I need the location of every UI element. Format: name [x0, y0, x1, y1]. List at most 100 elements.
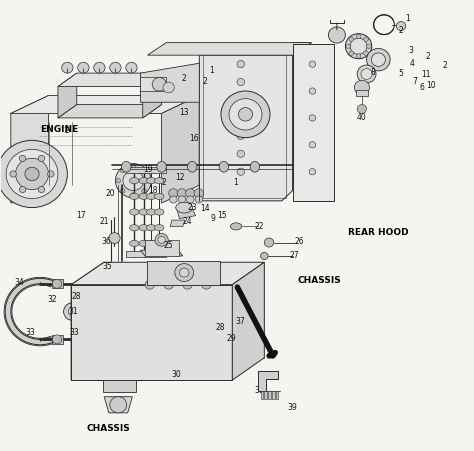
Ellipse shape — [155, 209, 164, 215]
Circle shape — [201, 280, 211, 289]
Circle shape — [38, 155, 45, 161]
Text: 32: 32 — [47, 295, 57, 304]
Polygon shape — [104, 397, 132, 413]
Text: 21: 21 — [100, 217, 109, 226]
Circle shape — [170, 196, 177, 203]
Polygon shape — [5, 278, 52, 345]
Text: 18: 18 — [148, 186, 158, 195]
Circle shape — [19, 155, 26, 161]
Circle shape — [309, 88, 316, 94]
Circle shape — [237, 115, 245, 121]
Text: 5: 5 — [399, 69, 403, 78]
Circle shape — [261, 253, 268, 260]
Polygon shape — [199, 44, 292, 201]
Polygon shape — [58, 105, 162, 118]
Text: 3: 3 — [408, 46, 413, 55]
Text: 11: 11 — [422, 70, 431, 79]
Text: 14: 14 — [200, 204, 210, 213]
Circle shape — [356, 54, 361, 58]
Polygon shape — [199, 43, 311, 55]
Circle shape — [349, 37, 354, 41]
Text: 33: 33 — [26, 328, 36, 337]
Circle shape — [25, 167, 39, 181]
Text: 33: 33 — [70, 328, 79, 337]
Circle shape — [346, 34, 372, 59]
Polygon shape — [143, 73, 162, 118]
Circle shape — [356, 34, 361, 39]
Circle shape — [169, 189, 178, 198]
Bar — [146, 262, 219, 285]
Circle shape — [52, 279, 62, 288]
Text: 1: 1 — [405, 14, 410, 23]
Ellipse shape — [188, 161, 197, 172]
Circle shape — [183, 280, 192, 289]
Polygon shape — [147, 43, 311, 55]
Ellipse shape — [139, 209, 148, 215]
Text: 1: 1 — [209, 66, 213, 75]
Circle shape — [116, 164, 151, 198]
Text: 22: 22 — [255, 222, 264, 231]
Text: 2: 2 — [182, 74, 187, 83]
Circle shape — [64, 303, 82, 321]
Circle shape — [142, 189, 146, 193]
Circle shape — [186, 189, 195, 198]
Circle shape — [357, 105, 366, 114]
Text: REAR HOOD: REAR HOOD — [348, 228, 409, 237]
Text: 6: 6 — [419, 83, 424, 92]
Bar — [145, 240, 179, 256]
Ellipse shape — [78, 62, 89, 73]
Circle shape — [131, 164, 136, 169]
Ellipse shape — [110, 62, 121, 73]
Ellipse shape — [62, 62, 73, 73]
Circle shape — [110, 397, 127, 413]
Text: 2: 2 — [162, 179, 166, 188]
Circle shape — [164, 280, 173, 289]
Circle shape — [264, 238, 274, 247]
Circle shape — [0, 140, 67, 207]
Polygon shape — [58, 73, 77, 118]
Bar — [264, 391, 267, 400]
Ellipse shape — [146, 225, 156, 231]
Text: 17: 17 — [76, 211, 85, 220]
Polygon shape — [11, 96, 199, 114]
Polygon shape — [177, 208, 196, 219]
Text: 2: 2 — [399, 26, 403, 35]
Bar — [126, 252, 166, 257]
Text: 31: 31 — [68, 307, 78, 316]
Ellipse shape — [146, 209, 156, 215]
Text: 36: 36 — [101, 237, 111, 246]
Circle shape — [47, 171, 54, 177]
Ellipse shape — [155, 193, 164, 199]
Text: 10: 10 — [426, 81, 436, 90]
Circle shape — [194, 189, 203, 198]
Circle shape — [6, 149, 58, 198]
Polygon shape — [162, 96, 199, 203]
Circle shape — [155, 234, 168, 246]
Text: 35: 35 — [102, 262, 112, 271]
Bar — [276, 391, 278, 400]
Text: 2: 2 — [426, 51, 430, 60]
Text: 19: 19 — [144, 165, 153, 174]
Circle shape — [195, 196, 202, 203]
Ellipse shape — [126, 62, 137, 73]
Polygon shape — [71, 262, 264, 285]
Circle shape — [16, 158, 48, 189]
Ellipse shape — [129, 209, 139, 215]
Circle shape — [346, 44, 351, 48]
Circle shape — [68, 307, 78, 316]
Text: CHASSIS: CHASSIS — [297, 276, 341, 285]
Circle shape — [350, 38, 367, 54]
Bar — [272, 391, 275, 400]
Circle shape — [237, 78, 245, 86]
Ellipse shape — [94, 62, 105, 73]
Ellipse shape — [129, 178, 139, 184]
Bar — [203, 47, 285, 198]
Ellipse shape — [230, 223, 242, 230]
Bar — [126, 167, 166, 173]
Text: 29: 29 — [227, 334, 236, 343]
Circle shape — [52, 335, 62, 344]
Text: 40: 40 — [357, 113, 367, 121]
Ellipse shape — [129, 240, 139, 247]
Text: 37: 37 — [236, 318, 246, 327]
Circle shape — [10, 171, 17, 177]
